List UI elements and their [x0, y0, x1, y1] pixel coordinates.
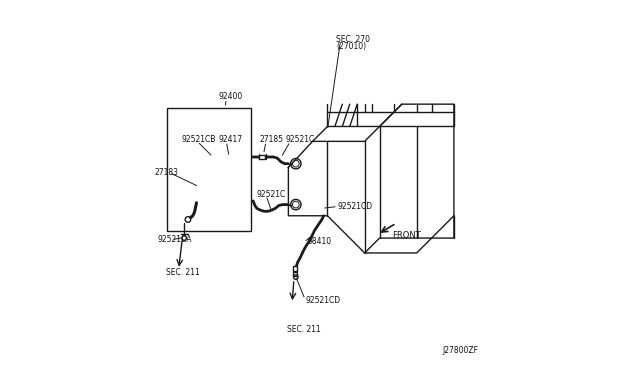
Text: SEC. 211: SEC. 211: [166, 268, 200, 277]
Text: 92400: 92400: [219, 92, 243, 101]
Text: 27185: 27185: [259, 135, 284, 144]
Bar: [293, 266, 297, 271]
Text: 98410: 98410: [308, 237, 332, 246]
Text: J27800ZF: J27800ZF: [443, 346, 479, 355]
Bar: [259, 155, 266, 159]
Text: 92521CA: 92521CA: [157, 235, 191, 244]
Text: 27183: 27183: [154, 168, 179, 177]
Text: (27010): (27010): [336, 42, 366, 51]
Text: SEC. 211: SEC. 211: [287, 325, 321, 334]
Text: 92521CB: 92521CB: [182, 135, 216, 144]
Text: 92417: 92417: [219, 135, 243, 144]
Text: 92521C: 92521C: [257, 190, 286, 199]
Bar: [167, 108, 251, 231]
Bar: [228, 155, 231, 159]
Text: 92521C: 92521C: [286, 135, 315, 144]
Text: FRONT: FRONT: [392, 231, 421, 240]
Bar: [293, 272, 297, 276]
Text: SEC. 270: SEC. 270: [336, 35, 370, 44]
Bar: [211, 155, 214, 159]
Bar: [232, 155, 236, 159]
Text: 92521CD: 92521CD: [338, 202, 373, 211]
Text: 92521CD: 92521CD: [306, 296, 341, 305]
